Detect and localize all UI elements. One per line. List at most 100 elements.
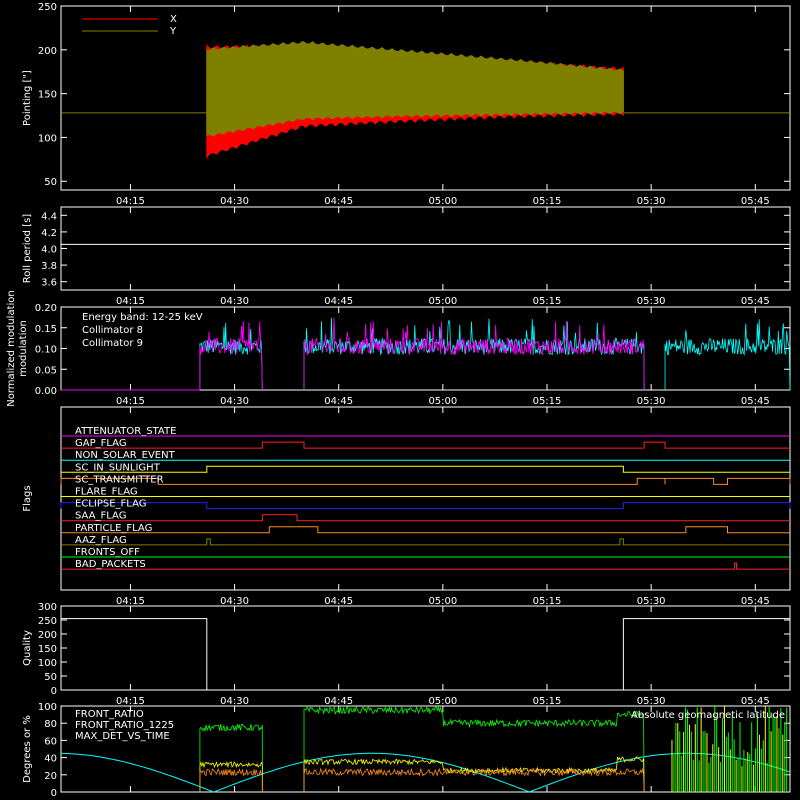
time-tick-label: 04:15 bbox=[116, 396, 145, 407]
flag-trace-saa-flag bbox=[61, 514, 790, 522]
time-tick-label: 04:45 bbox=[324, 296, 353, 307]
y-tick-label: 80 bbox=[44, 719, 57, 730]
time-tick-label: 04:45 bbox=[324, 596, 353, 607]
flag-label-aaz-flag: AAZ_FLAG bbox=[75, 535, 127, 546]
y-tick-label: 0.05 bbox=[35, 365, 57, 376]
flag-trace-sc-transmitter bbox=[60, 477, 791, 485]
flag-label-sc-transmitter: SC_TRANSMITTER bbox=[75, 474, 164, 485]
time-tick-label: 05:30 bbox=[637, 596, 666, 607]
front-ratio-1225-series bbox=[303, 705, 645, 793]
geomagnetic-latitude-label: Absolute geomagnetic latitude bbox=[631, 710, 785, 721]
legend-label-collimator-9: Collimator 9 bbox=[82, 338, 143, 349]
time-tick-label: 05:15 bbox=[533, 696, 562, 707]
time-tick-label: 05:15 bbox=[533, 396, 562, 407]
flag-label-attenuator-state: ATTENUATOR_STATE bbox=[75, 426, 176, 437]
time-tick-label: 05:00 bbox=[428, 196, 457, 207]
panel-frame-3 bbox=[60, 406, 791, 591]
y-tick-label: 4.4 bbox=[41, 211, 57, 222]
energy-band-label: Energy band: 12-25 keV bbox=[82, 312, 203, 323]
legend-label-max-det-vs-time: MAX_DET_VS_TIME bbox=[75, 731, 170, 742]
y-axis-label: Normalized modulation bbox=[6, 290, 17, 407]
time-tick-label: 05:15 bbox=[533, 196, 562, 207]
y-tick-label: 0 bbox=[51, 788, 57, 799]
flag-label-saa-flag: SAA_FLAG bbox=[75, 511, 126, 522]
y-tick-label: 150 bbox=[38, 90, 57, 101]
y-tick-label: 60 bbox=[44, 736, 57, 747]
y-tick-label: 0.15 bbox=[35, 324, 57, 335]
flag-trace-bad-packets bbox=[61, 562, 790, 570]
legend-label-front-ratio-1225: FRONT_RATIO_1225 bbox=[75, 720, 174, 731]
time-tick-label: 05:45 bbox=[741, 396, 770, 407]
geomagnetic-latitude-line bbox=[60, 752, 791, 793]
y-tick-label: 4.2 bbox=[41, 228, 57, 239]
time-tick-label: 05:45 bbox=[741, 696, 770, 707]
time-tick-label: 04:45 bbox=[324, 396, 353, 407]
panel-frame-1 bbox=[60, 206, 791, 291]
time-tick-label: 05:45 bbox=[741, 196, 770, 207]
time-tick-label: 05:45 bbox=[741, 596, 770, 607]
quality-line bbox=[61, 618, 790, 691]
time-tick-label: 05:30 bbox=[637, 196, 666, 207]
flag-trace-gap-flag bbox=[61, 441, 790, 449]
y-tick-label: 40 bbox=[44, 754, 57, 765]
legend-label-y: Y bbox=[169, 26, 177, 37]
time-tick-label: 04:15 bbox=[116, 596, 145, 607]
y-tick-label: 20 bbox=[44, 771, 57, 782]
y-axis-label: Degrees or % bbox=[22, 715, 33, 783]
y-tick-label: 0.10 bbox=[35, 345, 57, 356]
legend-label-x: X bbox=[170, 14, 177, 25]
time-tick-label: 04:30 bbox=[220, 596, 249, 607]
time-tick-label: 05:00 bbox=[428, 396, 457, 407]
modulation-series-collimator-9 bbox=[303, 317, 645, 391]
modulation-series-collimator-8 bbox=[664, 319, 791, 391]
panel-frame-0 bbox=[60, 5, 791, 191]
y-tick-label: 200 bbox=[38, 630, 57, 641]
flag-label-gap-flag: GAP_FLAG bbox=[75, 438, 127, 449]
flag-trace-eclipse-flag bbox=[60, 502, 791, 510]
front-ratio-1225-series bbox=[199, 723, 263, 793]
flag-label-flare-flag: FLARE_FLAG bbox=[75, 487, 138, 498]
y-tick-label: 3.8 bbox=[41, 261, 57, 272]
time-tick-label: 04:15 bbox=[116, 296, 145, 307]
max-det-vs-time-series bbox=[199, 768, 263, 793]
y-tick-label: 100 bbox=[38, 133, 57, 144]
legend-label-front-ratio: FRONT_RATIO bbox=[75, 709, 144, 720]
y-tick-label: 300 bbox=[38, 602, 57, 613]
time-tick-label: 05:00 bbox=[428, 296, 457, 307]
y-tick-label: 50 bbox=[44, 672, 57, 683]
y-axis-label-2: modulation bbox=[18, 320, 29, 377]
y-axis-label: Roll period [s] bbox=[22, 214, 33, 283]
time-tick-label: 05:45 bbox=[741, 296, 770, 307]
max-det-vs-time-series bbox=[303, 767, 645, 793]
y-tick-label: 3.6 bbox=[41, 278, 57, 289]
flag-label-particle-flag: PARTICLE_FLAG bbox=[75, 523, 152, 534]
y-tick-label: 4.0 bbox=[41, 245, 57, 256]
flag-trace-aaz-flag bbox=[61, 538, 790, 546]
flag-trace-particle-flag bbox=[61, 526, 790, 534]
modulation-series-collimator-8 bbox=[199, 322, 263, 391]
y-tick-label: 250 bbox=[38, 2, 57, 13]
pointing-series-y bbox=[206, 41, 624, 137]
y-tick-label: 0.00 bbox=[35, 386, 57, 397]
front-ratio-series bbox=[199, 760, 263, 793]
time-tick-label: 04:45 bbox=[324, 196, 353, 207]
plot-panels: 04:15 04:30 04:45 05:00 05:15 05:30 05:45 04:15… bbox=[6, 2, 791, 799]
y-tick-label: 250 bbox=[38, 616, 57, 627]
panel-frame-5 bbox=[60, 705, 791, 793]
flag-label-eclipse-flag: ECLIPSE_FLAG bbox=[75, 499, 146, 510]
y-tick-label: 0.20 bbox=[35, 303, 57, 314]
time-tick-label: 05:30 bbox=[637, 396, 666, 407]
time-tick-label: 04:30 bbox=[220, 196, 249, 207]
y-tick-label: 150 bbox=[38, 644, 57, 655]
y-tick-label: 100 bbox=[38, 658, 57, 669]
y-tick-label: 100 bbox=[38, 702, 57, 713]
time-tick-label: 04:30 bbox=[220, 396, 249, 407]
time-tick-label: 04:15 bbox=[116, 696, 145, 707]
time-tick-label: 04:30 bbox=[220, 296, 249, 307]
time-tick-label: 05:15 bbox=[533, 296, 562, 307]
time-tick-label: 05:00 bbox=[428, 596, 457, 607]
y-axis-label: Flags bbox=[22, 485, 33, 511]
y-tick-label: 200 bbox=[38, 46, 57, 57]
flag-trace-sc-in-sunlight bbox=[61, 465, 790, 473]
